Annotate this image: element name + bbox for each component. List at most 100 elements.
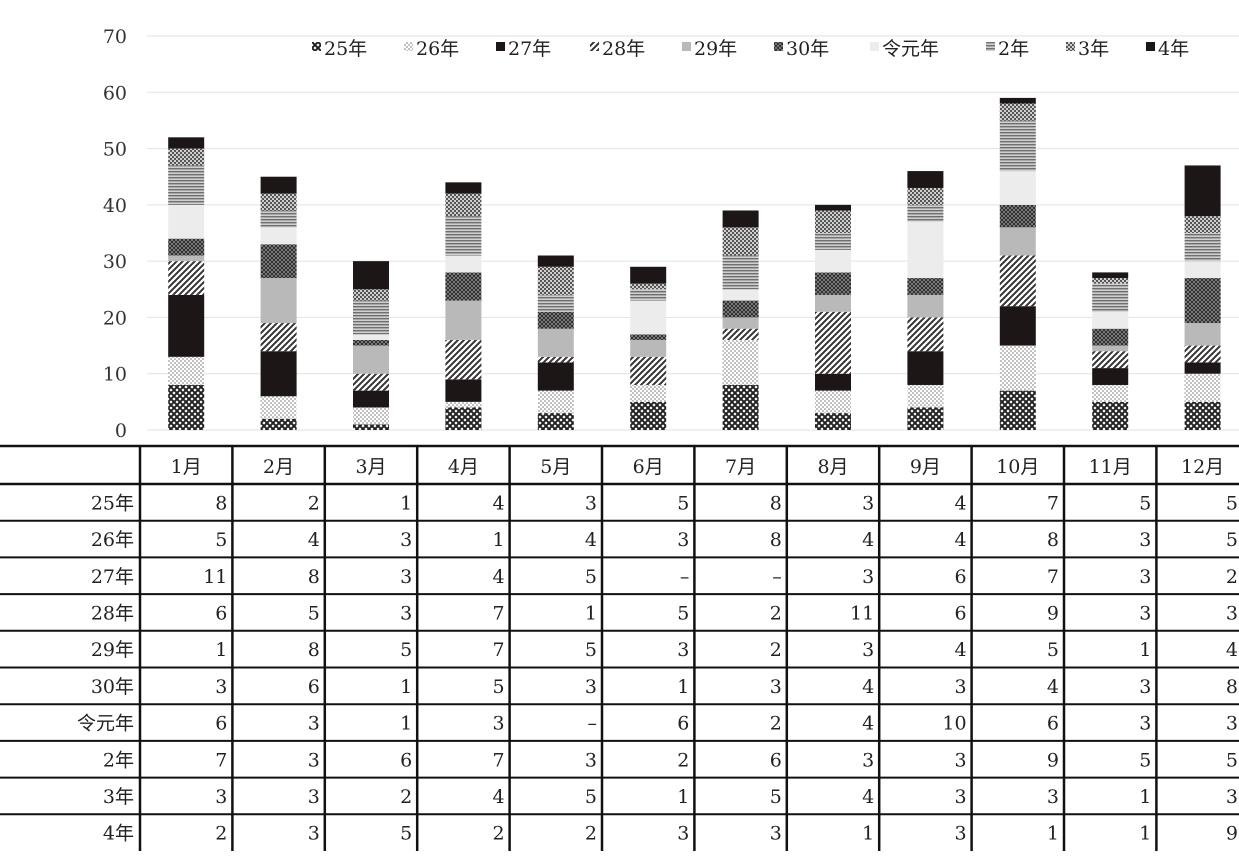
- bar-segment: [260, 351, 297, 397]
- table-cell: 3: [1139, 676, 1151, 698]
- table-cell: 6: [215, 713, 227, 735]
- table-cell: 3: [1139, 713, 1151, 735]
- y-tick-label: 60: [103, 82, 127, 104]
- table-cell: 3: [1139, 529, 1151, 551]
- table-cell: 9: [1047, 602, 1059, 624]
- table-cell: 3: [308, 786, 320, 808]
- bar-segment: [815, 311, 851, 374]
- y-tick-label: 40: [103, 195, 127, 217]
- table-cell: 3: [1226, 713, 1238, 735]
- legend-swatch: [590, 42, 599, 51]
- table-cell: 3: [955, 676, 967, 698]
- legend-swatch: [1066, 42, 1075, 51]
- bar-segment: [722, 317, 759, 329]
- legend-label: 2年: [998, 38, 1029, 60]
- bar-segment: [907, 221, 944, 279]
- bar-segment: [907, 351, 944, 385]
- table-cell: 10: [942, 713, 966, 735]
- bar-segment: [1184, 373, 1221, 402]
- bar-segment: [353, 289, 389, 301]
- legend-swatch: [404, 42, 413, 51]
- legend-swatch: [986, 42, 995, 51]
- table-cell: 5: [1226, 492, 1238, 514]
- bar-segment: [907, 171, 944, 188]
- bar-segment: [1184, 345, 1221, 363]
- legend-swatch: [870, 42, 879, 51]
- bar-segment: [260, 396, 297, 419]
- bar-segment: [1092, 278, 1129, 284]
- bar-segment: [722, 384, 759, 430]
- table-cell: 2: [1226, 566, 1238, 588]
- bar-segment: [537, 255, 574, 267]
- bar-segment: [815, 272, 851, 295]
- table-cell: 5: [308, 602, 320, 624]
- bar-segment: [445, 255, 482, 273]
- table-cell: 6: [308, 676, 320, 698]
- bar-segment: [907, 317, 944, 352]
- table-cell: 4: [493, 566, 505, 588]
- bar-segment: [722, 255, 759, 290]
- legend-swatch: [496, 42, 505, 51]
- bar-segment: [907, 204, 944, 222]
- table-cell: 2: [308, 492, 320, 514]
- bar-segment: [260, 278, 297, 324]
- y-gridlines: [147, 35, 1239, 431]
- bar-segment: [1092, 328, 1129, 346]
- table-cell: 3: [400, 529, 412, 551]
- table-cell: 2: [770, 602, 782, 624]
- table-header-cell: 1月: [171, 456, 202, 478]
- bar-segment: [1092, 401, 1129, 430]
- table-cell: 4: [585, 529, 597, 551]
- legend-swatch: [1146, 42, 1155, 51]
- table-cell: 6: [215, 602, 227, 624]
- table-cell: 6: [955, 566, 967, 588]
- bar-segment: [999, 345, 1036, 391]
- bar-segment: [630, 356, 667, 385]
- bar-segment: [1184, 233, 1221, 262]
- bar-segment: [815, 249, 851, 273]
- bar-segment: [353, 339, 389, 346]
- bar-segment: [1184, 261, 1221, 279]
- table-cell: 3: [400, 602, 412, 624]
- table-cell: 5: [770, 786, 782, 808]
- table-cell: 2: [770, 639, 782, 661]
- table-cell: 4: [955, 492, 967, 514]
- table-cell: 5: [1226, 749, 1238, 771]
- table-cell: –: [588, 713, 598, 735]
- bar-segment: [260, 193, 297, 211]
- table-cell: 5: [1226, 529, 1238, 551]
- table-cell: 8: [308, 639, 320, 661]
- table-cell: 8: [308, 566, 320, 588]
- bar-segment: [630, 283, 667, 290]
- bar-segment: [445, 407, 482, 430]
- table-header-cell: 12月: [1181, 456, 1224, 478]
- bar-segment: [815, 373, 851, 391]
- table-cell: 11: [203, 566, 227, 588]
- bar-segment: [907, 187, 944, 205]
- legend-label: 27年: [508, 38, 551, 60]
- bar-segment: [537, 328, 574, 357]
- bar-segment: [537, 362, 574, 391]
- table-cell: 1: [1047, 823, 1059, 845]
- bar-segment: [445, 401, 482, 408]
- table-cell: 3: [955, 749, 967, 771]
- bar-segment: [353, 261, 389, 290]
- bar-segment: [353, 300, 389, 335]
- bar-segment: [999, 103, 1036, 121]
- table-cell: 7: [493, 639, 505, 661]
- table-cell: 3: [215, 786, 227, 808]
- bar-segment: [168, 148, 205, 166]
- table-header-cell: 8月: [817, 456, 848, 478]
- bar-segment: [445, 193, 482, 217]
- bar-segment: [999, 306, 1036, 346]
- table-cell: 6: [677, 713, 689, 735]
- bar-segment: [630, 339, 667, 357]
- table-header-cell: 3月: [355, 456, 386, 478]
- legend: 25年 26年 27年 28年 29年 30年 令元年 2年 3年 4年: [312, 38, 1189, 60]
- legend-label: 3年: [1078, 38, 1109, 60]
- bar-segment: [815, 233, 851, 250]
- bar-segment: [815, 204, 851, 211]
- bar-segment: [999, 255, 1036, 307]
- table-cell: 1: [862, 823, 874, 845]
